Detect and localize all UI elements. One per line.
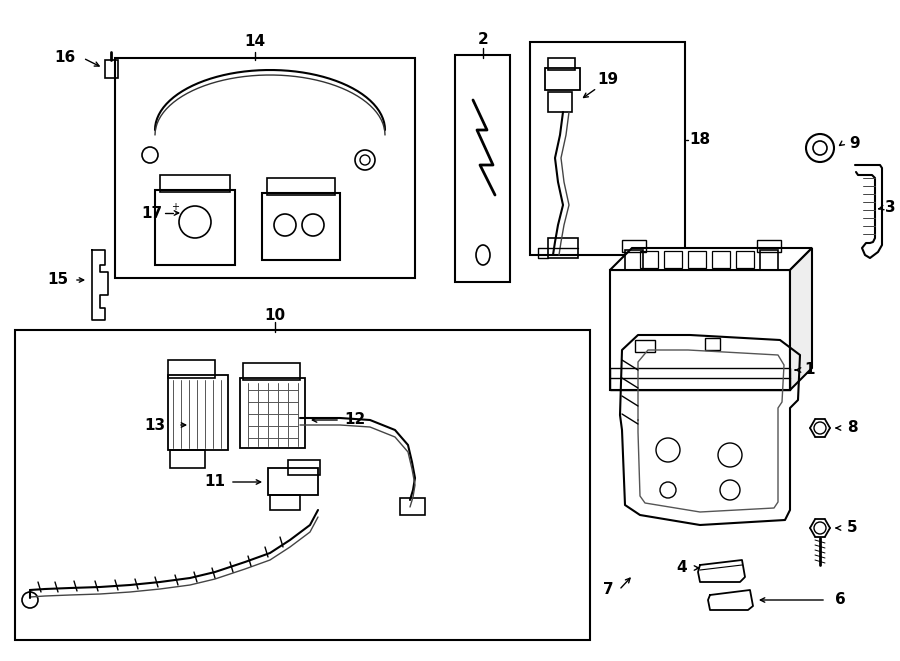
Bar bbox=[622, 240, 646, 252]
Text: 10: 10 bbox=[265, 307, 285, 323]
Bar bbox=[688, 251, 706, 268]
Bar bbox=[115, 58, 415, 278]
Bar bbox=[168, 375, 228, 450]
Bar bbox=[262, 193, 340, 260]
Bar bbox=[455, 55, 510, 282]
Bar bbox=[625, 250, 643, 270]
Bar bbox=[168, 360, 215, 378]
Bar bbox=[400, 498, 425, 515]
Text: 12: 12 bbox=[345, 412, 365, 428]
Bar bbox=[545, 68, 580, 90]
Bar bbox=[757, 240, 781, 252]
Bar bbox=[270, 495, 300, 510]
Text: 2: 2 bbox=[478, 32, 489, 48]
Bar bbox=[640, 251, 658, 268]
Text: +: + bbox=[171, 202, 179, 212]
Bar bbox=[548, 92, 572, 112]
Text: 11: 11 bbox=[204, 475, 226, 490]
Text: 5: 5 bbox=[847, 520, 858, 535]
Bar bbox=[760, 250, 778, 270]
Bar bbox=[15, 330, 590, 640]
Text: 3: 3 bbox=[885, 200, 895, 215]
Text: 14: 14 bbox=[245, 34, 266, 50]
Bar bbox=[243, 363, 300, 380]
Text: 13: 13 bbox=[144, 418, 165, 432]
Text: 16: 16 bbox=[54, 50, 76, 65]
Bar bbox=[105, 60, 118, 78]
Bar bbox=[736, 251, 754, 268]
Bar bbox=[267, 178, 335, 195]
Bar bbox=[548, 238, 578, 258]
Text: 7: 7 bbox=[603, 582, 613, 598]
Bar bbox=[610, 270, 790, 390]
Bar bbox=[635, 340, 655, 352]
Bar bbox=[240, 378, 305, 448]
Bar bbox=[170, 450, 205, 468]
Text: 4: 4 bbox=[677, 561, 688, 576]
Bar bbox=[530, 42, 685, 255]
Text: 1: 1 bbox=[805, 362, 815, 377]
Bar bbox=[664, 251, 682, 268]
Text: 15: 15 bbox=[48, 272, 68, 288]
Text: 19: 19 bbox=[598, 73, 618, 87]
Bar bbox=[155, 190, 235, 265]
Bar bbox=[712, 251, 730, 268]
Text: 18: 18 bbox=[689, 132, 711, 147]
Text: 8: 8 bbox=[847, 420, 858, 436]
Bar bbox=[610, 368, 790, 390]
Polygon shape bbox=[790, 248, 812, 390]
Text: 17: 17 bbox=[141, 206, 163, 221]
Bar bbox=[705, 338, 720, 350]
Bar bbox=[548, 58, 575, 70]
Bar bbox=[288, 460, 320, 475]
Bar bbox=[160, 175, 230, 192]
Text: 9: 9 bbox=[850, 136, 860, 151]
Polygon shape bbox=[610, 248, 812, 270]
Bar bbox=[268, 468, 318, 495]
Text: 6: 6 bbox=[834, 592, 845, 607]
